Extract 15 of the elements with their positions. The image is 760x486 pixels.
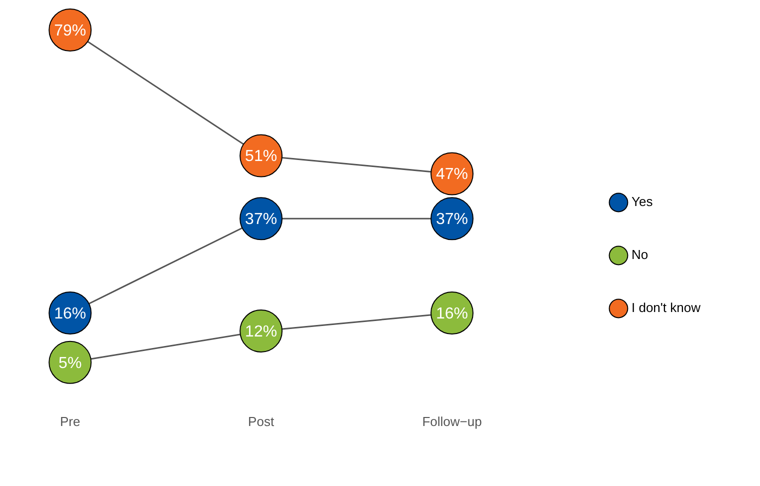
data-label: 12% <box>245 323 278 340</box>
data-label: 47% <box>436 166 468 184</box>
data-label: 5% <box>58 354 82 372</box>
x-tick-label: Pre <box>60 414 80 429</box>
legend-label: Yes <box>632 194 654 210</box>
legend-label: I don't know <box>632 300 702 316</box>
x-tick-label: Follow−up <box>422 414 482 429</box>
data-label: 37% <box>245 211 278 228</box>
data-label: 16% <box>436 305 468 322</box>
data-label: 37% <box>436 211 468 228</box>
x-tick-label: Post <box>248 414 274 429</box>
data-label: 79% <box>54 22 86 40</box>
legend-label: No <box>632 247 648 262</box>
data-label: 16% <box>54 305 86 322</box>
data-label: 51% <box>245 148 278 166</box>
